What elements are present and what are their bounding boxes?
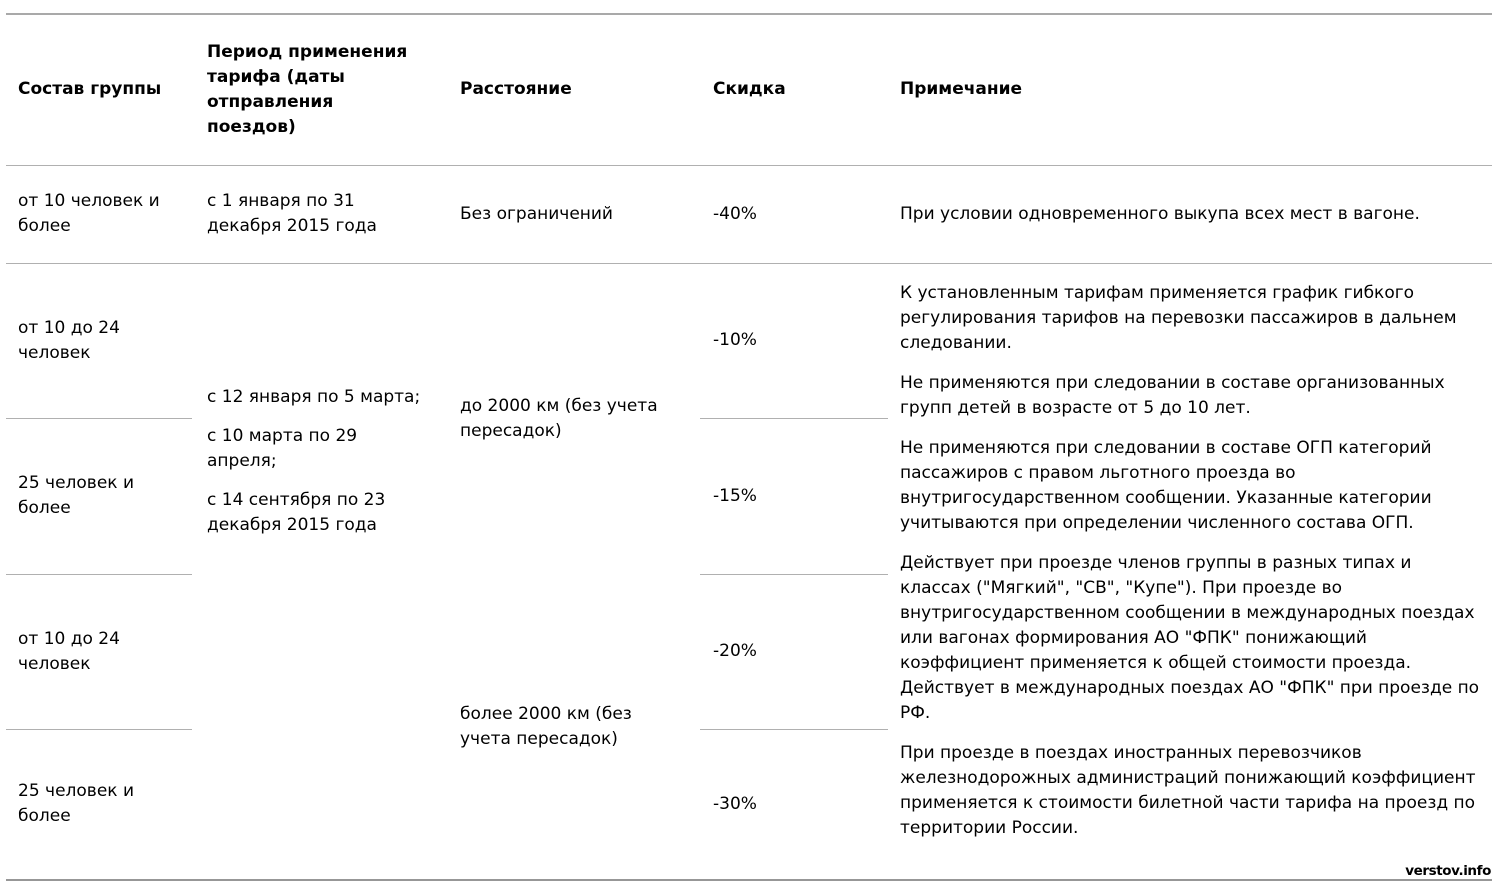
cell-discount: -10%	[700, 263, 888, 419]
period-paragraph: с 14 сентября по 23 декабря 2015 года	[207, 489, 386, 535]
header-period: Период применения тарифа (даты отправлен…	[192, 14, 445, 166]
cell-period: с 1 января по 31 декабря 2015 года	[192, 165, 445, 264]
cell-group: от 10 до 24 человек	[6, 263, 192, 419]
table-row: от 10 до 24 человек более 2000 км (без у…	[6, 574, 1492, 749]
cell-group: от 10 человек и более	[6, 165, 192, 264]
cell-distance-merged: более 2000 км (без учета пересадок)	[460, 703, 632, 749]
cell-group: от 10 до 24 человек	[6, 574, 192, 730]
table-row: 25 человек и более -30%	[6, 729, 1492, 880]
cell-discount: -40%	[700, 165, 888, 264]
table-row: 25 человек и более -15%	[6, 418, 1492, 575]
cell-group: 25 человек и более	[6, 418, 192, 575]
table-row: от 10 до 24 человек с 12 января по 5 мар…	[6, 263, 1492, 838]
header-distance: Расстояние	[445, 14, 700, 166]
period-paragraph: с 10 марта по 29 апреля;	[207, 425, 358, 471]
note-paragraph: При проезде в поездах иностранных перево…	[900, 742, 1476, 838]
header-group: Состав группы	[6, 14, 192, 166]
note-paragraph: Действует при проезде членов группы в ра…	[900, 552, 1480, 723]
note-paragraph: К установленным тарифам применяется граф…	[900, 282, 1457, 353]
cell-distance: Без ограничений	[445, 165, 700, 264]
watermark: verstov.info	[1405, 863, 1491, 879]
cell-group: 25 человек и более	[18, 781, 135, 827]
cell-period-merged: с 12 января по 5 марта; с 10 марта по 29…	[192, 263, 445, 880]
header-row: Состав группы Период применения тарифа (…	[6, 14, 1492, 166]
note-paragraph: Не применяются при следовании в составе …	[900, 437, 1432, 533]
header-note: Примечание	[888, 14, 1492, 166]
cell-note-merged: К установленным тарифам применяется граф…	[888, 263, 1492, 880]
cell-discount: -15%	[700, 418, 888, 575]
header-discount: Скидка	[700, 14, 888, 166]
cell-discount: -30%	[713, 793, 757, 814]
cell-distance-merged: до 2000 км (без учета пересадок)	[460, 395, 658, 441]
table-row: от 10 человек и более с 1 января по 31 д…	[6, 165, 1492, 264]
tariff-table: Состав группы Период применения тарифа (…	[6, 13, 1492, 881]
cell-discount: -20%	[700, 574, 888, 730]
period-paragraph: с 12 января по 5 марта;	[207, 386, 421, 407]
note-paragraph: Не применяются при следовании в составе …	[900, 372, 1445, 418]
cell-note: При условии одновременного выкупа всех м…	[888, 165, 1492, 264]
